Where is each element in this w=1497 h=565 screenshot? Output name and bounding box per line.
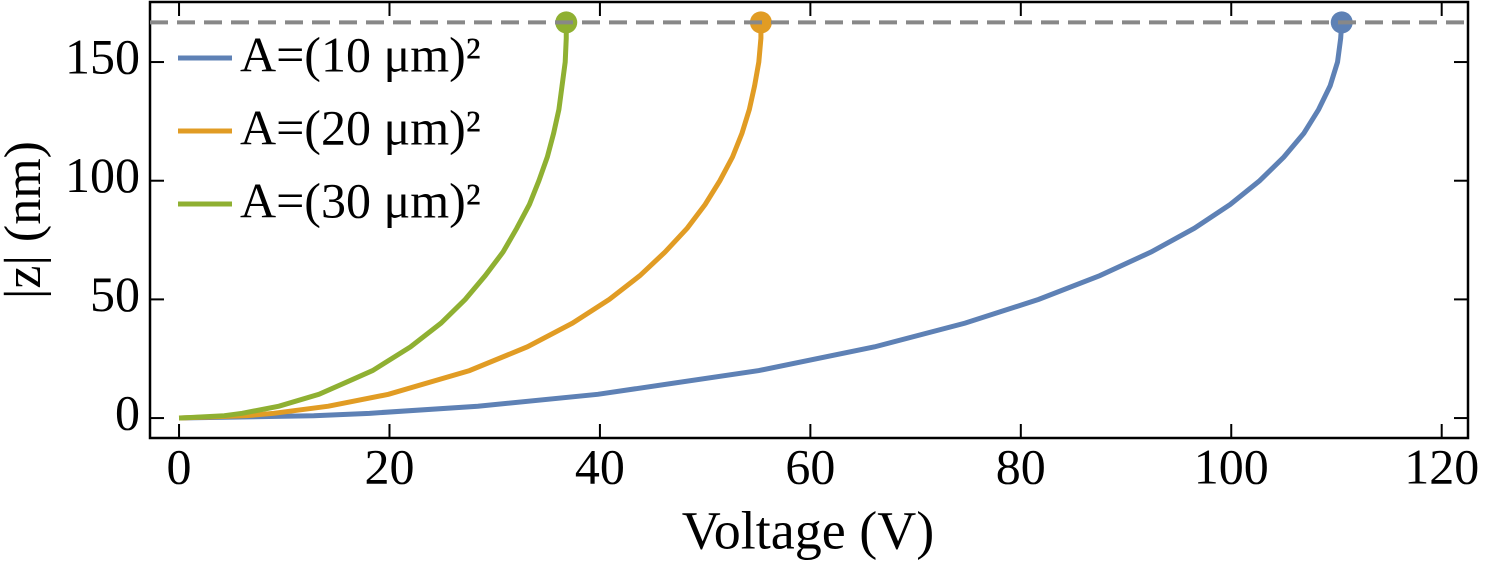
x-tick-label: 120: [1404, 438, 1479, 494]
legend-label: A=(30 μm)²: [240, 172, 481, 228]
series-line: [178, 22, 764, 421]
y-tick-label: 0: [115, 385, 140, 441]
x-axis-label: Voltage (V): [682, 500, 934, 560]
x-tick-label: 20: [364, 438, 414, 494]
y-tick-label: 100: [65, 147, 140, 203]
series-line: [178, 22, 1345, 421]
x-tick-label: 60: [785, 438, 835, 494]
series-line: [178, 22, 569, 421]
legend-label: A=(10 μm)²: [240, 26, 481, 82]
x-tick-label: 100: [1194, 438, 1269, 494]
x-tick-label: 0: [167, 438, 192, 494]
x-tick-label: 40: [575, 438, 625, 494]
y-tick-label: 50: [90, 266, 140, 322]
y-axis-label: |z| (nm): [0, 141, 52, 299]
plot-frame: [148, 0, 1470, 440]
y-tick-label: 150: [65, 29, 140, 85]
x-tick-label: 80: [996, 438, 1046, 494]
legend-label: A=(20 μm)²: [240, 99, 481, 155]
